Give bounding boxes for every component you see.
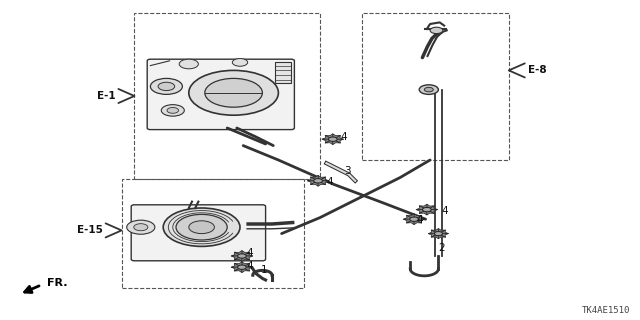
Polygon shape (322, 135, 333, 139)
Bar (362, 13, 509, 160)
Circle shape (161, 105, 184, 116)
Polygon shape (403, 219, 414, 223)
Polygon shape (234, 256, 242, 261)
Polygon shape (428, 230, 438, 234)
Polygon shape (427, 210, 438, 213)
Text: 1: 1 (261, 265, 268, 276)
Polygon shape (231, 252, 242, 256)
Polygon shape (333, 139, 340, 145)
Circle shape (419, 85, 438, 94)
Polygon shape (438, 234, 445, 239)
Polygon shape (310, 181, 318, 186)
Text: 4: 4 (246, 248, 253, 258)
Polygon shape (234, 267, 242, 273)
Circle shape (176, 214, 227, 240)
Polygon shape (318, 175, 326, 181)
Text: 3: 3 (344, 166, 351, 176)
Polygon shape (414, 219, 422, 225)
Polygon shape (242, 267, 250, 273)
Polygon shape (234, 251, 242, 256)
Text: 4: 4 (416, 215, 422, 225)
Circle shape (167, 108, 179, 113)
Polygon shape (333, 139, 344, 143)
Circle shape (134, 224, 148, 231)
Polygon shape (310, 175, 318, 181)
Circle shape (179, 59, 198, 69)
Polygon shape (325, 139, 333, 145)
Polygon shape (231, 267, 242, 271)
Circle shape (163, 208, 240, 246)
Circle shape (237, 265, 246, 269)
Circle shape (158, 82, 175, 91)
Text: E-15: E-15 (77, 225, 102, 236)
Text: E-8: E-8 (528, 65, 547, 76)
Circle shape (237, 254, 246, 258)
Polygon shape (242, 252, 253, 256)
Polygon shape (406, 219, 414, 225)
Polygon shape (414, 215, 425, 219)
Polygon shape (307, 181, 318, 185)
Circle shape (430, 27, 443, 34)
Text: 4: 4 (442, 205, 448, 216)
Polygon shape (428, 234, 438, 237)
Circle shape (127, 220, 155, 234)
Polygon shape (322, 139, 333, 143)
Circle shape (314, 179, 323, 183)
Polygon shape (242, 263, 253, 267)
Circle shape (205, 78, 262, 107)
Polygon shape (333, 135, 344, 139)
Polygon shape (431, 228, 438, 234)
Polygon shape (403, 215, 414, 219)
Polygon shape (231, 263, 242, 267)
Circle shape (189, 221, 214, 234)
Polygon shape (242, 267, 253, 271)
Polygon shape (325, 134, 333, 139)
Polygon shape (438, 234, 449, 237)
Text: TK4AE1510: TK4AE1510 (582, 306, 630, 315)
Circle shape (410, 217, 419, 221)
Polygon shape (318, 177, 329, 181)
Polygon shape (419, 210, 427, 215)
Text: 2: 2 (438, 243, 445, 253)
Polygon shape (427, 210, 435, 215)
Polygon shape (242, 251, 250, 256)
Polygon shape (438, 230, 449, 234)
Polygon shape (419, 204, 427, 210)
Text: FR.: FR. (47, 278, 67, 288)
Polygon shape (414, 219, 425, 223)
Polygon shape (242, 262, 250, 267)
Text: 4: 4 (326, 177, 333, 188)
Polygon shape (427, 204, 435, 210)
Polygon shape (307, 177, 318, 181)
Polygon shape (406, 214, 414, 219)
Circle shape (424, 87, 433, 92)
Text: 4: 4 (246, 260, 253, 271)
Polygon shape (234, 262, 242, 267)
Circle shape (422, 207, 431, 212)
Circle shape (232, 59, 248, 66)
Bar (134, 13, 320, 179)
Text: 4: 4 (340, 132, 347, 142)
Bar (275, 62, 291, 83)
Circle shape (189, 70, 278, 115)
Polygon shape (416, 210, 427, 213)
Text: E-1: E-1 (97, 91, 115, 101)
FancyBboxPatch shape (131, 205, 266, 261)
Bar (122, 179, 304, 288)
Circle shape (435, 232, 442, 236)
Polygon shape (414, 214, 422, 219)
Polygon shape (438, 228, 445, 234)
Polygon shape (431, 234, 438, 239)
Polygon shape (318, 181, 329, 185)
Polygon shape (416, 206, 427, 210)
FancyBboxPatch shape (147, 59, 294, 130)
Polygon shape (242, 256, 250, 261)
Circle shape (150, 78, 182, 94)
Circle shape (328, 137, 337, 141)
Polygon shape (427, 206, 438, 210)
Polygon shape (333, 134, 340, 139)
Polygon shape (242, 256, 253, 260)
Polygon shape (231, 256, 242, 260)
Polygon shape (318, 181, 326, 186)
